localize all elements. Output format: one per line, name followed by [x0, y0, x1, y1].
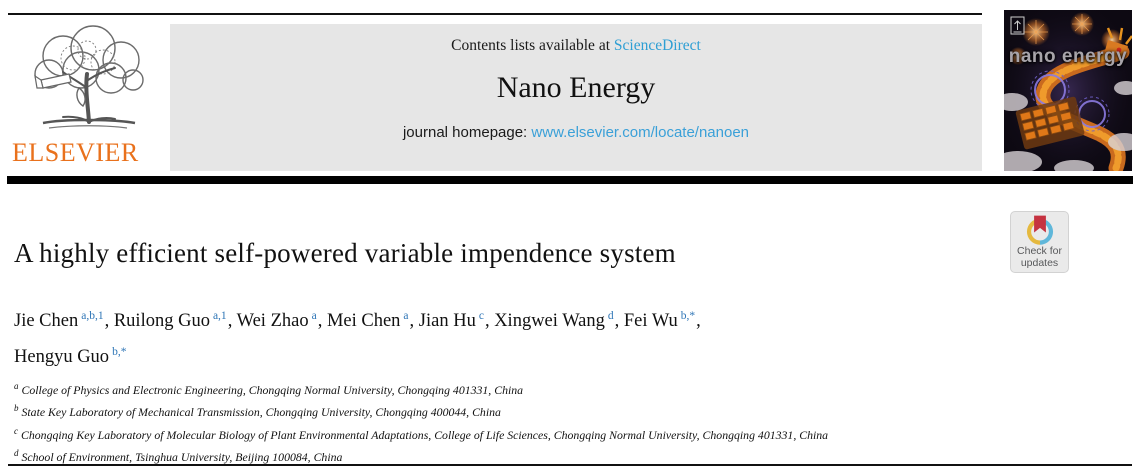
check-for-updates-label: Check for updates [1017, 245, 1062, 269]
author-separator: , [696, 311, 701, 332]
author-name: Jian Hu [418, 311, 476, 332]
author-affiliation-ref[interactable]: a [311, 310, 317, 322]
author-affiliation-ref[interactable]: a [403, 310, 409, 322]
author-separator: , [409, 311, 419, 332]
affiliation-text: Chongqing Key Laboratory of Molecular Bi… [21, 427, 829, 442]
author-affiliation-ref[interactable]: d [607, 310, 614, 322]
affiliation-marker: d [14, 448, 19, 459]
journal-homepage-link[interactable]: www.elsevier.com/locate/nanoen [531, 124, 750, 141]
author-separator: , [317, 311, 327, 332]
author-name: Fei Wu [623, 311, 678, 332]
author-name: Hengyu Guo [14, 347, 110, 368]
author-name: Jie Chen [14, 311, 79, 332]
author-affiliation-ref[interactable]: a,1 [212, 310, 227, 322]
article-title: A highly efficient self-powered variable… [14, 238, 676, 268]
author-separator: , [484, 311, 495, 332]
affiliation-text: College of Physics and Electronic Engine… [21, 382, 524, 397]
homepage-line: journal homepage: www.elsevier.com/locat… [170, 124, 982, 141]
elsevier-logo[interactable]: ELSEVIER [12, 22, 164, 170]
cover-elsevier-mark [1010, 16, 1025, 35]
header-divider-bar [7, 176, 1133, 184]
elsevier-wordmark: ELSEVIER [12, 138, 139, 167]
contents-line: Contents lists available at ScienceDirec… [170, 37, 982, 55]
affiliation-marker: c [14, 425, 18, 436]
author-separator: , [104, 311, 114, 332]
affiliation: a College of Physics and Electronic Engin… [14, 377, 1124, 399]
affiliation-text: State Key Laboratory of Mechanical Trans… [21, 405, 501, 420]
journal-title: Nano Energy [496, 71, 656, 104]
journal-banner: Contents lists available at ScienceDirec… [170, 24, 982, 171]
affiliation: b State Key Laboratory of Mechanical Tran… [14, 399, 1124, 421]
affiliation-list: a College of Physics and Electronic Engin… [14, 377, 1124, 467]
elsevier-tree-icon [34, 25, 144, 129]
affiliation-marker: a [14, 381, 19, 391]
author-separator: , [614, 311, 624, 332]
affiliation: c Chongqing Key Laboratory of Molecular B… [14, 422, 1124, 444]
author-name: Mei Chen [326, 311, 401, 332]
crossmark-icon [1026, 215, 1053, 245]
journal-cover-thumbnail[interactable]: nano energy [1004, 10, 1132, 171]
header-top-rule [8, 13, 982, 15]
check-for-updates-badge[interactable]: Check for updates [1010, 211, 1069, 273]
author-affiliation-ref[interactable]: b,* [112, 346, 127, 359]
footer-rule [8, 464, 1132, 466]
author-name: Xingwei Wang [494, 311, 605, 332]
author-list: Jie Chen a,b,1, Ruilong Guo a,1, Wei Zhao a… [14, 301, 1004, 373]
affiliation-text: School of Environment, Tsinghua Universi… [21, 450, 343, 465]
author-affiliation-ref[interactable]: b,* [680, 310, 696, 322]
affiliation: d School of Environment, Tsinghua Univers… [14, 444, 1124, 466]
sciencedirect-link[interactable]: ScienceDirect [613, 37, 701, 54]
contents-prefix: Contents lists available at [451, 37, 614, 54]
journal-cover-art [1004, 10, 1132, 171]
author-affiliation-ref[interactable]: a,b,1 [81, 310, 104, 322]
cover-title: nano energy [1008, 46, 1128, 67]
affiliation-marker: b [14, 403, 19, 414]
homepage-prefix: journal homepage: [402, 124, 532, 141]
author-name: Wei Zhao [236, 311, 309, 332]
author-affiliation-ref[interactable]: c [478, 310, 484, 322]
author-name: Ruilong Guo [113, 311, 210, 332]
author-separator: , [227, 311, 237, 332]
